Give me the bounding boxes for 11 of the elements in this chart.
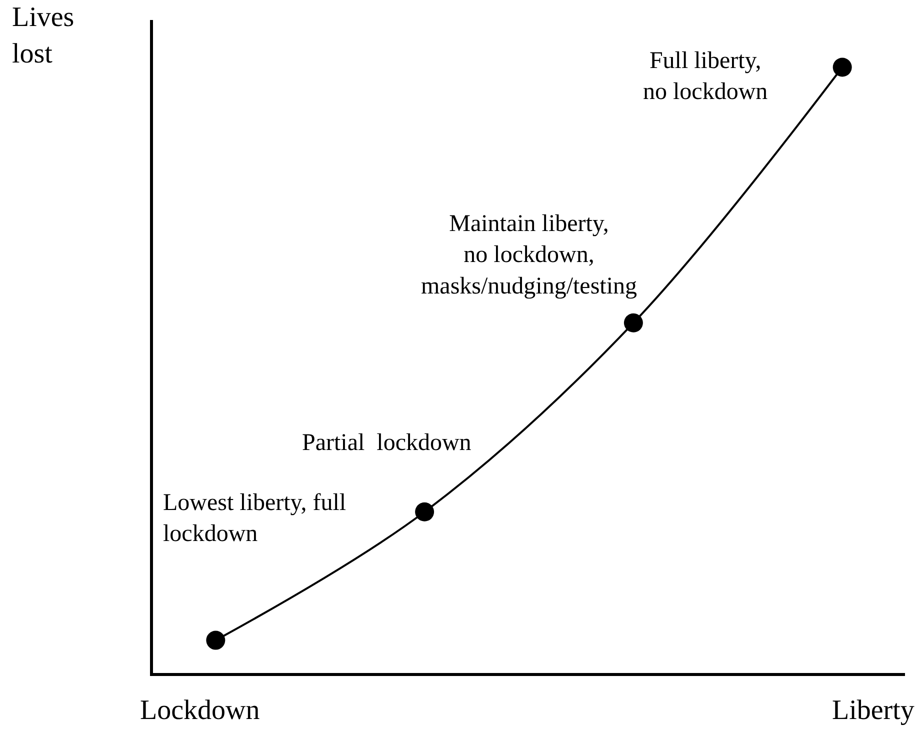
annotation: Lowest liberty, full lockdown xyxy=(163,490,346,548)
annotation: Partial lockdown xyxy=(302,430,472,456)
point xyxy=(832,58,852,77)
x-axis-title: Liberty xyxy=(832,695,914,726)
text: Lockdown xyxy=(140,695,260,726)
annotation: Full liberty, no lockdown xyxy=(643,48,768,106)
point xyxy=(624,313,643,332)
annotation: Maintain liberty, no lockdown, masks/nudging/testing xyxy=(421,211,637,300)
point xyxy=(415,502,434,522)
point xyxy=(206,630,226,650)
y-axis-title: Lives lost xyxy=(12,2,74,70)
